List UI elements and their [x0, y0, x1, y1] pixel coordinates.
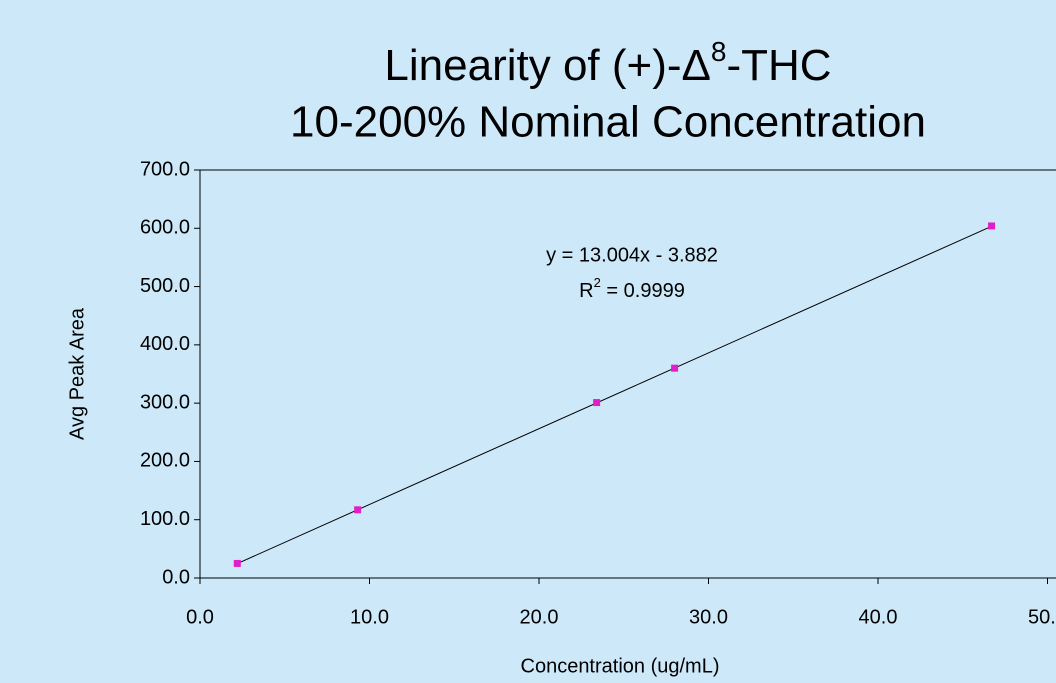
r-squared-text: R	[579, 280, 593, 302]
r-squared-superscript: 2	[594, 275, 601, 290]
y-tick-label: 100.0	[140, 508, 190, 530]
data-point	[988, 222, 996, 230]
x-axis-title: Concentration (ug/mL)	[521, 655, 720, 677]
data-point	[233, 559, 241, 567]
data-point	[593, 399, 601, 407]
y-tick-label: 500.0	[140, 275, 190, 297]
x-tick-label: 50.0	[1028, 606, 1056, 628]
x-tick-label: 40.0	[859, 606, 898, 628]
chart-subtitle: 10-200% Nominal Concentration	[290, 98, 926, 147]
x-tick-label: 0.0	[186, 606, 214, 628]
y-tick-label: 300.0	[140, 391, 190, 413]
title-text: Linearity of (+)-Δ	[384, 41, 711, 90]
x-tick-label: 30.0	[689, 606, 728, 628]
x-tick-label: 20.0	[520, 606, 559, 628]
r-squared-text: = 0.9999	[601, 280, 685, 302]
y-tick-label: 0.0	[162, 566, 190, 588]
y-tick-label: 700.0	[140, 158, 190, 180]
trendline-equation: y = 13.004x - 3.882	[546, 244, 718, 266]
data-point	[671, 364, 679, 372]
r-squared: R2 = 0.9999	[579, 275, 685, 302]
y-tick-label: 200.0	[140, 450, 190, 472]
data-point	[354, 506, 362, 514]
title-text: -THC	[726, 41, 831, 90]
y-tick-label: 400.0	[140, 333, 190, 355]
trendline	[237, 225, 992, 565]
x-tick-label: 10.0	[350, 606, 389, 628]
title-superscript: 8	[711, 36, 727, 67]
chart-title: Linearity of (+)-Δ8-THC	[384, 36, 831, 89]
y-tick-label: 600.0	[140, 217, 190, 239]
y-axis-title: Avg Peak Area	[66, 307, 88, 440]
